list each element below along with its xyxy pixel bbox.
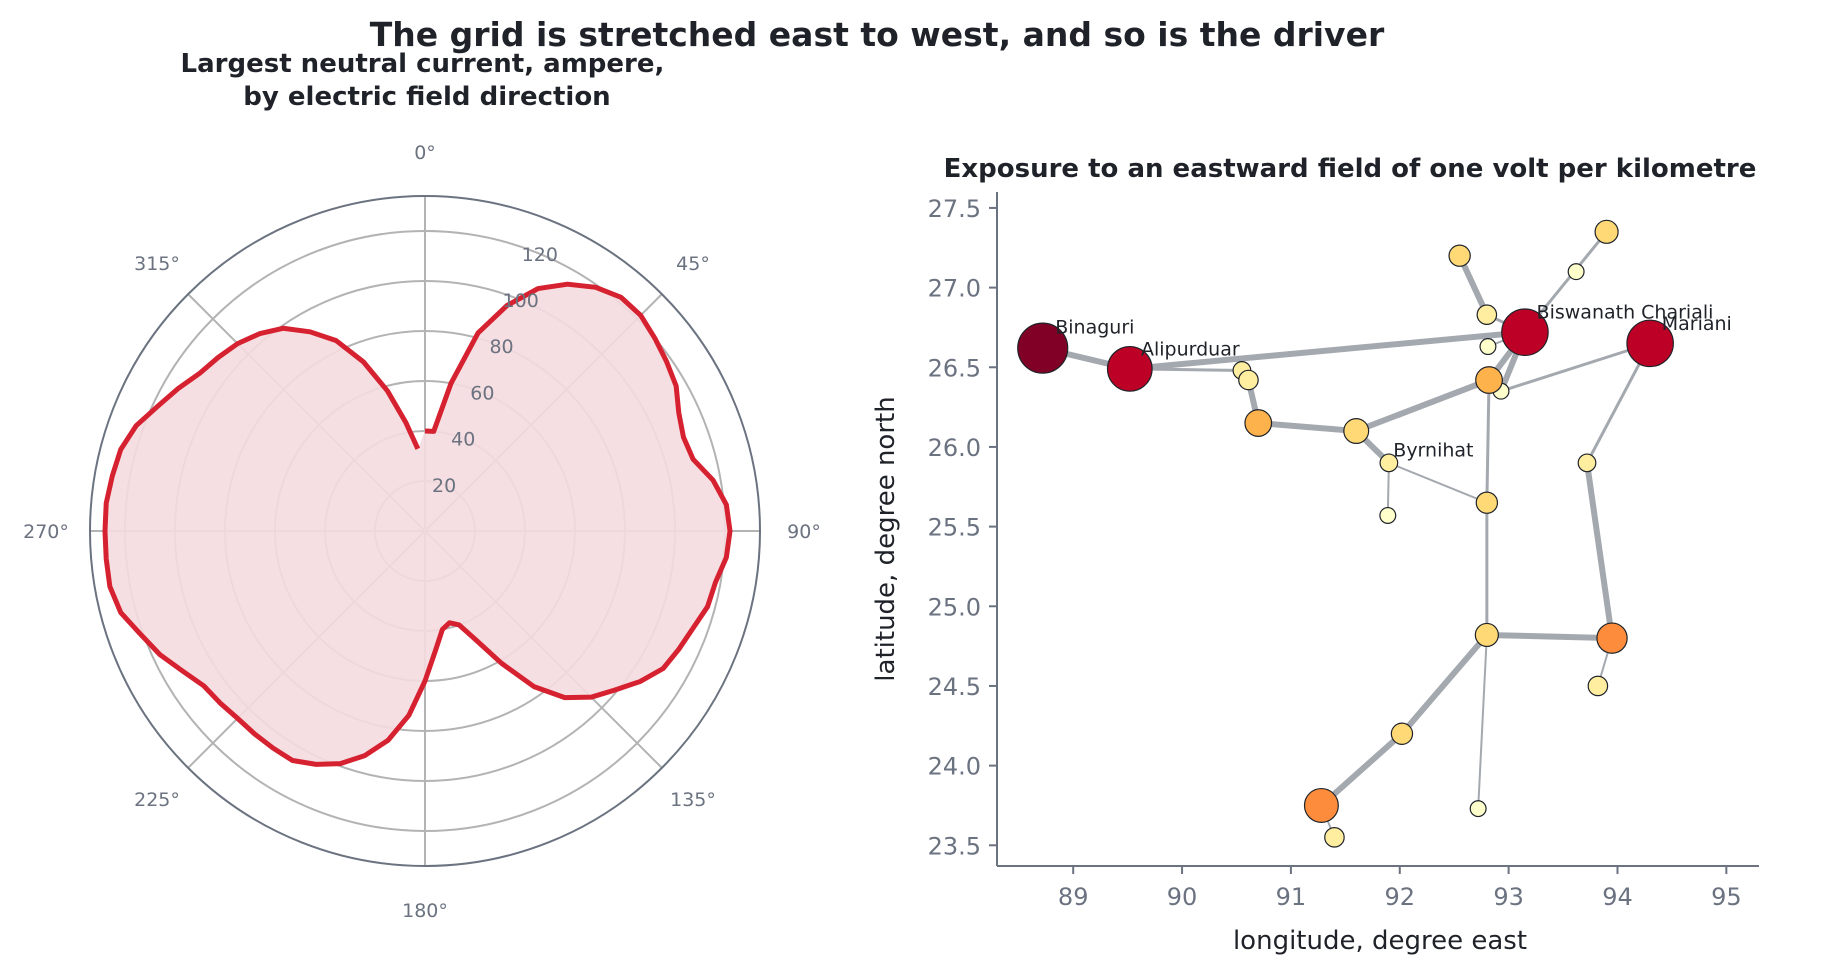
polar-radial-tick-label: 60 xyxy=(470,382,494,404)
map-node xyxy=(1479,338,1497,356)
map-y-tick-label: 26.5 xyxy=(928,354,981,382)
map-node xyxy=(1501,308,1549,357)
map-node xyxy=(1324,827,1345,848)
map-node xyxy=(1567,263,1585,281)
map-chart: Exposure to an eastward field of one vol… xyxy=(871,154,1759,956)
polar-angle-tick-label: 45° xyxy=(676,253,710,275)
polar-angle-ticks: 0° 45° 90° 135° 180° 225° 270° 315° xyxy=(23,142,821,922)
map-node xyxy=(1594,219,1619,244)
map-x-tick-label: 93 xyxy=(1493,883,1524,911)
polar-chart: Largest neutral current, ampere, by elec… xyxy=(23,49,821,922)
polar-series xyxy=(89,195,761,867)
map-node xyxy=(1476,304,1498,325)
map-node-labels: Binaguri Alipurduar Biswanath CharialiMari… xyxy=(1055,302,1732,462)
map-nodes xyxy=(1017,219,1674,848)
map-grid-line xyxy=(1398,631,1490,737)
map-y-tick-label: 26.0 xyxy=(928,434,981,462)
map-grid-line xyxy=(1387,461,1488,504)
map-node xyxy=(1587,675,1609,697)
map-node xyxy=(1106,345,1153,392)
figure-suptitle: The grid is stretched east to west, and … xyxy=(370,15,1385,54)
map-x-tick-label: 89 xyxy=(1058,883,1089,911)
polar-chart-title-line-1: Largest neutral current, ampere, xyxy=(181,49,665,79)
map-node xyxy=(1596,622,1628,654)
polar-series-fill xyxy=(105,284,730,765)
map-y-tick-label: 27.0 xyxy=(928,275,981,303)
map-y-tick-label: 25.5 xyxy=(928,514,981,542)
map-grid-line xyxy=(1353,377,1493,435)
map-node xyxy=(1379,506,1397,524)
map-x-tick-label: 90 xyxy=(1167,883,1198,911)
map-grid-line xyxy=(1477,633,1488,810)
map-y-tick-label: 23.5 xyxy=(928,832,981,860)
map-x-tick-label: 91 xyxy=(1276,883,1307,911)
map-grid-line xyxy=(1485,378,1491,505)
map-node-label: Biswanath Chariali xyxy=(1537,302,1714,324)
map-grid-line xyxy=(1483,631,1616,642)
polar-angle-tick-label: 270° xyxy=(23,521,69,543)
map-x-axis-label: longitude, degree east xyxy=(1233,926,1527,956)
map-node xyxy=(1390,722,1414,745)
map-grid-line xyxy=(1126,329,1528,372)
map-axes: 89 90 91 92 93 94 95 23.5 24.0 24.5 25.0 25.5 26.0 26… xyxy=(928,192,1759,911)
map-node xyxy=(1577,453,1597,473)
map-y-tick-label: 25.0 xyxy=(928,593,981,621)
polar-series-line xyxy=(102,281,733,767)
map-node xyxy=(1475,366,1503,394)
polar-radial-tick-label: 120 xyxy=(522,244,558,266)
map-x-tick-label: 94 xyxy=(1602,883,1633,911)
polar-radial-tick-label: 80 xyxy=(489,336,513,358)
map-node xyxy=(1303,787,1339,823)
map-y-tick-label: 24.0 xyxy=(928,753,981,781)
map-grid-line xyxy=(1318,730,1405,809)
map-node xyxy=(1448,244,1471,267)
map-node-label: Binaguri xyxy=(1055,317,1134,339)
map-grid-line xyxy=(1584,459,1616,642)
map-y-tick-label: 24.5 xyxy=(928,673,981,701)
map-node xyxy=(1475,491,1499,514)
map-x-tick-label: 92 xyxy=(1384,883,1415,911)
map-node xyxy=(1238,369,1259,391)
map-node xyxy=(1017,322,1069,374)
polar-radial-tick-label: 20 xyxy=(432,475,456,497)
map-node-label: Alipurduar xyxy=(1141,339,1240,361)
map-node xyxy=(1244,409,1273,437)
map-node xyxy=(1343,418,1370,445)
polar-chart-title-line-2: by electric field direction xyxy=(243,82,610,112)
polar-chart-title: Largest neutral current, ampere, by elec… xyxy=(181,49,674,112)
map-grid-line xyxy=(1499,341,1652,393)
map-node xyxy=(1626,319,1674,368)
map-node xyxy=(1379,453,1399,473)
polar-angle-tick-label: 135° xyxy=(670,789,716,811)
polar-radial-tick-label: 100 xyxy=(503,290,539,312)
polar-radial-ticks: 20 40 60 80 100 120 xyxy=(432,244,558,497)
map-node-label: Byrnihat xyxy=(1393,439,1473,461)
map-x-tick-label: 95 xyxy=(1711,883,1742,911)
map-node xyxy=(1469,800,1487,818)
map-node-label: Mariani xyxy=(1662,313,1732,335)
polar-angle-tick-label: 180° xyxy=(402,900,448,922)
map-grid-line xyxy=(1255,420,1360,435)
polar-angle-tick-label: 315° xyxy=(134,253,180,275)
polar-angle-tick-label: 0° xyxy=(414,142,436,164)
map-chart-title: Exposure to an eastward field of one vol… xyxy=(944,154,1757,184)
map-node xyxy=(1474,622,1499,648)
map-y-tick-label: 27.5 xyxy=(928,195,981,223)
polar-angle-tick-label: 225° xyxy=(134,789,180,811)
polar-radial-tick-label: 40 xyxy=(451,429,475,451)
polar-frame xyxy=(89,195,761,867)
map-y-axis-label: latitude, degree north xyxy=(871,396,901,681)
polar-angle-tick-label: 90° xyxy=(787,521,821,543)
